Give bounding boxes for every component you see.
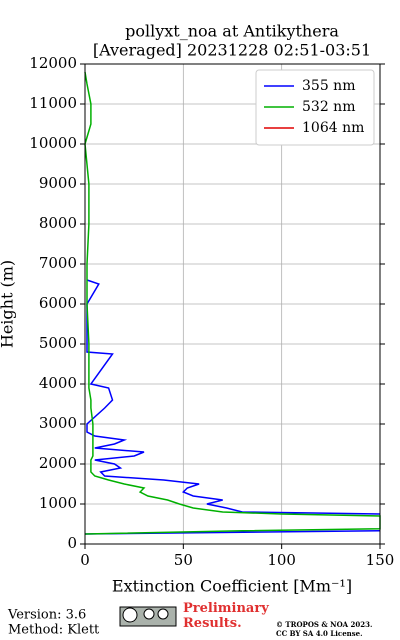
legend-label: 532 nm <box>302 99 355 115</box>
y-tick-label: 9000 <box>39 174 77 192</box>
x-tick-label: 50 <box>174 551 193 569</box>
y-axis-label: Height (m) <box>0 260 17 348</box>
y-tick-label: 1000 <box>39 494 77 512</box>
x-tick-label: 0 <box>80 551 90 569</box>
preliminary-note: Preliminary Results. <box>183 601 269 631</box>
y-tick-label: 7000 <box>39 254 77 272</box>
chart-title: pollyxt_noa at Antikythera <box>125 22 339 41</box>
y-tick-label: 8000 <box>39 214 77 232</box>
y-tick-label: 6000 <box>39 294 77 312</box>
x-tick-label: 100 <box>267 551 296 569</box>
legend-label: 1064 nm <box>302 120 364 136</box>
profile-line <box>84 279 381 535</box>
plot-frame <box>84 63 381 545</box>
copyright: © TROPOS & NOA 2023. <box>276 620 372 629</box>
method: Method: Klett <box>8 623 100 638</box>
y-tick-label: 11000 <box>29 94 77 112</box>
profile-line <box>84 71 381 535</box>
legend-box <box>255 69 375 146</box>
y-tick-label: 5000 <box>39 334 77 352</box>
note-box: Preliminary Results. <box>183 601 269 631</box>
license: CC BY SA 4.0 License. <box>276 629 363 638</box>
y-tick-label: 4000 <box>39 374 77 392</box>
x-tick-label: 150 <box>366 551 395 569</box>
legend-label: 355 nm <box>302 78 355 94</box>
y-tick-label: 0 <box>67 534 77 552</box>
chart-subtitle: [Averaged] 20231228 02:51-03:51 <box>93 41 371 60</box>
version: Version: 3.6 <box>7 608 86 623</box>
x-axis-label: Extinction Coefficient [Mm⁻¹] <box>112 577 352 596</box>
y-tick-label: 3000 <box>39 414 77 432</box>
y-tick-label: 2000 <box>39 454 77 472</box>
cc-logo <box>119 606 177 627</box>
y-tick-label: 10000 <box>29 134 77 152</box>
y-tick-label: 12000 <box>29 54 77 72</box>
